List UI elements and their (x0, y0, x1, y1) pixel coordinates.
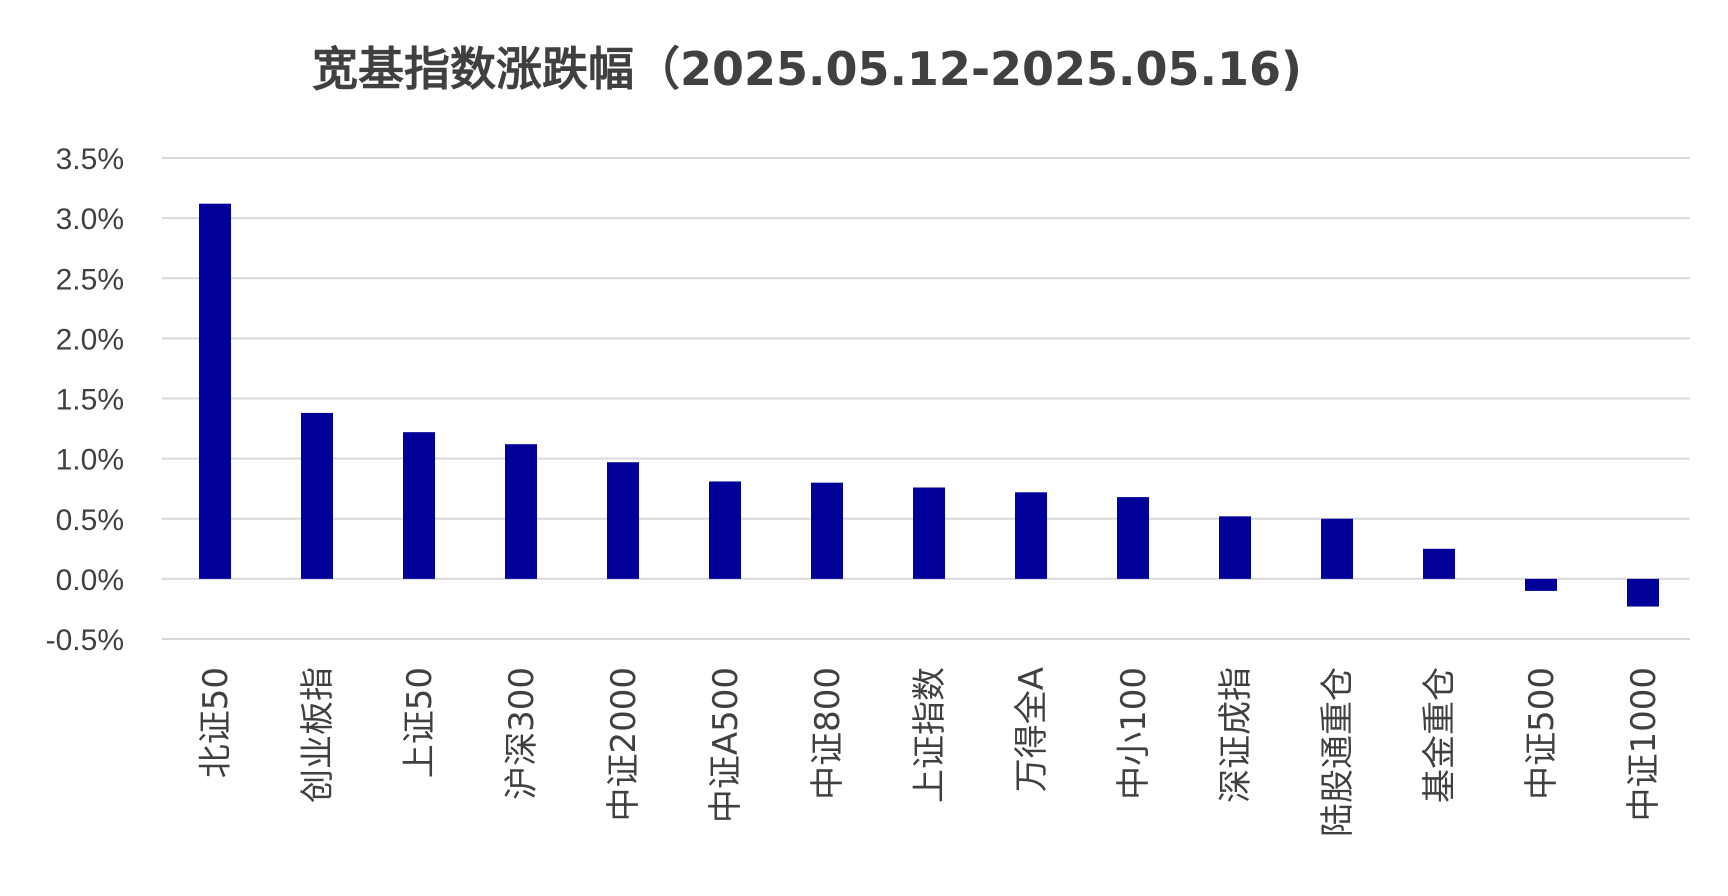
x-category-label: 中小100 (1114, 667, 1154, 800)
y-axis-tick-labels: 3.5% 3.0% 2.5% 2.0% 1.5% 1.0% 0.5% 0.0% -0.5% (46, 143, 124, 657)
y-tick-label: 0.0% (56, 564, 124, 597)
y-tick-label: -0.5% (46, 624, 124, 657)
y-tick-label: 3.0% (56, 203, 124, 236)
x-category-label: 中证500 (1522, 667, 1562, 800)
bar (301, 412, 333, 579)
x-category-label: 北证50 (196, 667, 236, 778)
bar (709, 481, 741, 579)
bars (199, 203, 1659, 607)
bar (1117, 497, 1149, 579)
x-category-label: 中证A500 (706, 667, 746, 823)
x-category-label: 中证1000 (1624, 667, 1664, 822)
x-category-label: 中证2000 (604, 667, 644, 822)
bar (1219, 516, 1251, 579)
bar (403, 432, 435, 579)
x-category-label: 上证50 (400, 667, 440, 778)
x-category-label: 创业板指 (298, 667, 338, 803)
bar (811, 482, 843, 579)
x-category-label: 沪深300 (502, 667, 542, 800)
bar (1423, 548, 1455, 579)
x-axis-category-labels: 北证50 创业板指 上证50 沪深300 中证2000 中证A500 中证800 上证指数 万得… (196, 667, 1664, 837)
bar (1525, 578, 1557, 591)
x-category-label: 深证成指 (1216, 667, 1256, 803)
y-tick-label: 2.5% (56, 263, 124, 296)
bar (913, 487, 945, 579)
x-category-label: 中证800 (808, 667, 848, 800)
bar (505, 444, 537, 579)
y-tick-label: 0.5% (56, 504, 124, 537)
bar (1627, 578, 1659, 607)
y-tick-label: 1.5% (56, 384, 124, 417)
y-tick-label: 3.5% (56, 143, 124, 176)
chart-title: 宽基指数涨跌幅（2025.05.12-2025.05.16) (312, 42, 1302, 96)
y-tick-label: 1.0% (56, 444, 124, 477)
bar (1321, 518, 1353, 579)
x-category-label: 上证指数 (910, 667, 950, 803)
bar (199, 203, 231, 579)
y-tick-label: 2.0% (56, 323, 124, 356)
x-category-label: 万得全A (1012, 667, 1052, 792)
x-category-label: 基金重仓 (1420, 667, 1460, 803)
bar (607, 462, 639, 579)
x-category-label: 陆股通重仓 (1318, 667, 1358, 837)
bar (1015, 492, 1047, 579)
